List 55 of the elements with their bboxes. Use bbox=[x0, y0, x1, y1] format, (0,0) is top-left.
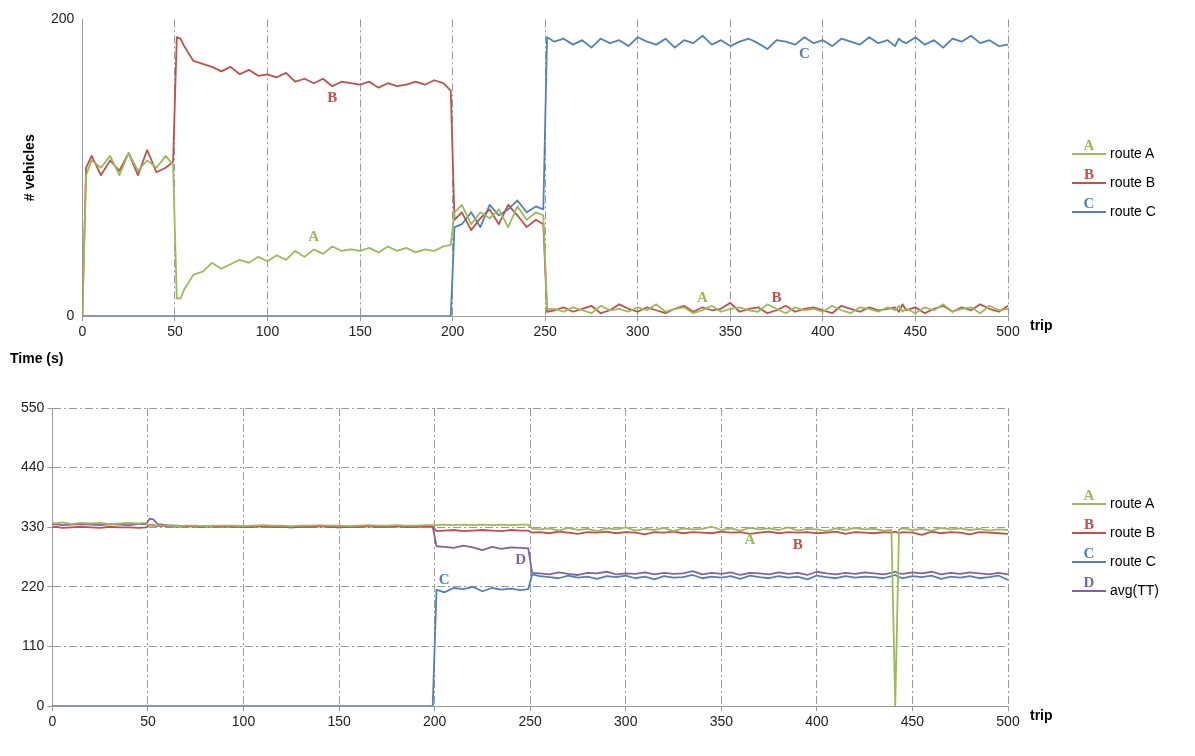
annotation: B bbox=[771, 289, 782, 306]
x-tick-label: 250 bbox=[533, 323, 558, 340]
x-tick-label: 200 bbox=[440, 323, 465, 340]
x-axis-title: trip bbox=[1030, 707, 1053, 724]
y-tick-label: 0 bbox=[36, 697, 45, 714]
legend-label: route C bbox=[1110, 553, 1156, 569]
x-tick-label: 200 bbox=[422, 713, 447, 730]
y-tick-label: 330 bbox=[21, 518, 45, 535]
x-tick-label: 450 bbox=[903, 323, 928, 340]
x-tick-label: 300 bbox=[614, 713, 638, 730]
y-tick-label: 220 bbox=[21, 577, 45, 594]
y-axis-title: Time (s) bbox=[10, 349, 64, 366]
text: B bbox=[1083, 165, 1094, 182]
y-tick-label: 110 bbox=[22, 637, 45, 654]
annotation: A bbox=[308, 228, 320, 245]
legend-label: route A bbox=[1110, 144, 1155, 161]
x-axis-title: trip bbox=[1030, 317, 1053, 334]
legend-label: route A bbox=[1110, 495, 1155, 511]
text: B bbox=[1083, 516, 1094, 532]
x-tick-label: 350 bbox=[709, 713, 734, 730]
legend-label: route B bbox=[1110, 524, 1156, 540]
annotation: C bbox=[438, 571, 450, 588]
x-tick-label: 500 bbox=[996, 323, 1020, 340]
text: C bbox=[1083, 194, 1095, 211]
x-tick-label: 400 bbox=[805, 713, 829, 730]
y-tick-label: 550 bbox=[21, 398, 45, 415]
y-axis-title: # vehicles bbox=[20, 134, 37, 202]
annotation: D bbox=[515, 550, 527, 567]
x-tick-label: 150 bbox=[327, 713, 351, 730]
annotation: B bbox=[327, 89, 338, 106]
x-tick-label: 50 bbox=[167, 323, 183, 340]
annotation: A bbox=[744, 530, 756, 547]
text: D bbox=[1083, 574, 1095, 590]
annotation: C bbox=[798, 44, 810, 61]
x-tick-label: 500 bbox=[996, 713, 1020, 730]
x-tick-label: 400 bbox=[811, 323, 835, 340]
x-tick-label: 150 bbox=[348, 323, 372, 340]
annotation: A bbox=[697, 289, 709, 306]
annotation: B bbox=[792, 535, 803, 552]
x-tick-label: 0 bbox=[78, 323, 87, 340]
legend-label: route B bbox=[1110, 173, 1156, 190]
x-tick-label: 250 bbox=[518, 713, 543, 730]
x-tick-label: 100 bbox=[255, 323, 280, 340]
text: A bbox=[1083, 487, 1095, 503]
text: A bbox=[1083, 136, 1095, 153]
legend-label: route C bbox=[1110, 202, 1156, 219]
x-tick-label: 350 bbox=[718, 323, 743, 340]
x-tick-label: 450 bbox=[900, 713, 925, 730]
x-tick-label: 100 bbox=[231, 713, 256, 730]
x-tick-label: 300 bbox=[626, 323, 650, 340]
legend-label: avg(TT) bbox=[1110, 582, 1159, 598]
x-tick-label: 50 bbox=[140, 713, 156, 730]
text: C bbox=[1083, 545, 1095, 561]
x-tick-label: 0 bbox=[48, 713, 57, 730]
y-tick-label: 440 bbox=[21, 458, 45, 475]
